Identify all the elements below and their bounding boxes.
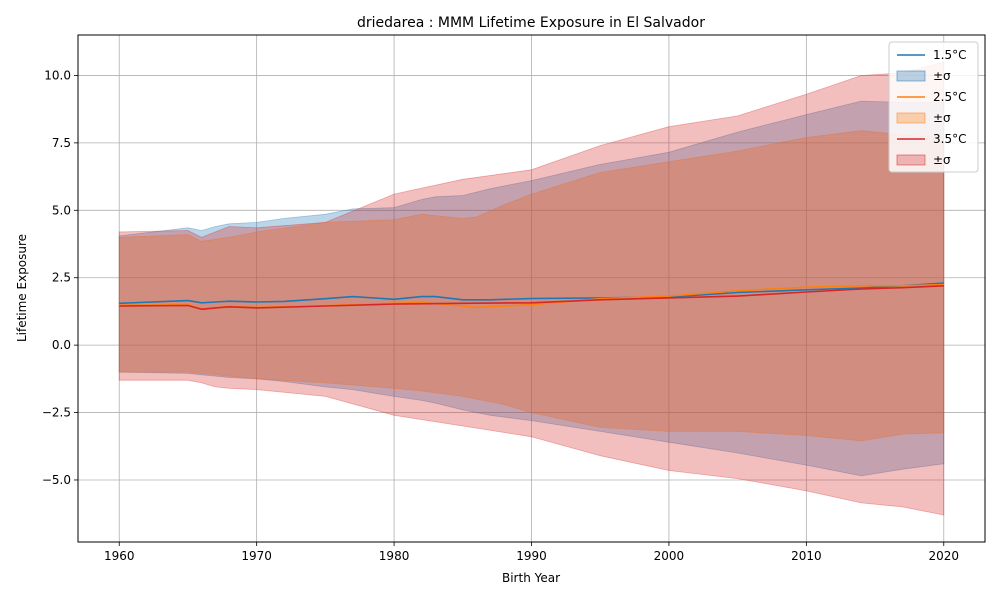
- y-tick-label: −2.5: [42, 406, 71, 420]
- legend-label: ±σ: [933, 111, 951, 125]
- std-bands: [118, 61, 945, 516]
- legend-label: 1.5°C: [933, 48, 966, 62]
- line-1.5°C: [119, 282, 944, 305]
- x-tick-label: 1990: [516, 549, 547, 563]
- band-3.5°C: [118, 61, 945, 516]
- x-tick-label: 1960: [104, 549, 135, 563]
- x-tick-label: 2010: [791, 549, 822, 563]
- y-axis-label: Lifetime Exposure: [15, 234, 29, 342]
- x-tick-label: 1970: [241, 549, 272, 563]
- chart-title: driedarea : MMM Lifetime Exposure in El …: [357, 15, 705, 31]
- y-tick-label: 10.0: [44, 68, 71, 82]
- band-2.5°C: [118, 130, 945, 442]
- y-tick-label: −5.0: [42, 473, 71, 487]
- x-tick-label: 2000: [654, 549, 685, 563]
- legend: 1.5°C ±σ 2.5°C ±σ 3.5°C ±σ: [888, 41, 979, 173]
- legend-label: ±σ: [933, 69, 951, 83]
- x-axis-ticks: 1960 1970 1980 1990 2000 2010 2020: [104, 542, 959, 563]
- legend-band-swatch: [896, 112, 926, 124]
- legend-band-swatch: [896, 70, 926, 82]
- legend-label: 3.5°C: [933, 132, 966, 146]
- x-tick-label: 2020: [928, 549, 959, 563]
- y-tick-label: 7.5: [52, 136, 71, 150]
- y-tick-label: 0.0: [52, 338, 71, 352]
- line-3.5°C: [119, 285, 944, 311]
- grid-lines: [78, 35, 985, 542]
- y-axis-ticks: −5.0 −2.5 0.0 2.5 5.0 7.5 10.0: [42, 68, 78, 487]
- y-tick-label: 5.0: [52, 203, 71, 217]
- legend-label: 2.5°C: [933, 90, 966, 104]
- band-1.5°C: [118, 100, 945, 477]
- y-tick-label: 2.5: [52, 271, 71, 285]
- x-tick-label: 1980: [379, 549, 410, 563]
- mean-lines: [119, 282, 944, 311]
- legend-band-swatch: [896, 154, 926, 166]
- x-axis-label: Birth Year: [502, 571, 560, 585]
- legend-label: ±σ: [933, 153, 951, 167]
